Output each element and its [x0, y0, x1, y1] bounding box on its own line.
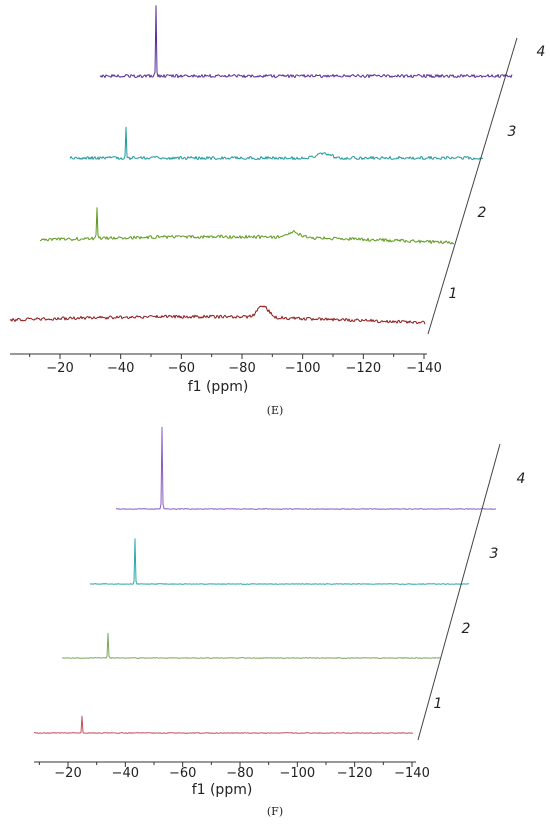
depth-label-2: 2 — [462, 621, 471, 637]
x-axis: −20 −40 −60 −80 −100 −120 −140 — [34, 761, 430, 781]
spectrum-series-3 — [69, 126, 484, 161]
depth-label-4: 4 — [517, 471, 526, 487]
x-axis-label: f1 (ppm) — [188, 379, 249, 395]
depth-axis-line — [427, 37, 518, 335]
spectrum-series-1 — [9, 305, 426, 325]
spectrum-series-2 — [39, 207, 455, 245]
chart-panel-e: 1 2 3 4 −20 −40 −60 −80 −100 −120 −140 f1 (ppm) (E) — [9, 5, 546, 417]
depth-label-4: 4 — [537, 44, 546, 60]
spectrum-series-4 — [115, 426, 497, 510]
x-tick-label: −20 — [46, 361, 73, 376]
chart-panel-f: 1 2 3 4 −20 −40 −60 −80 −100 −120 −140 f1 (ppm) (F) — [33, 426, 526, 818]
x-tick-label: −140 — [394, 766, 430, 781]
x-tick-label: −40 — [107, 361, 134, 376]
x-axis: −20 −40 −60 −80 −100 −120 −140 — [10, 353, 442, 376]
x-tick-label: −60 — [169, 766, 196, 781]
spectrum-series-3 — [89, 538, 470, 585]
x-tick-label: −60 — [168, 361, 195, 376]
depth-label-1: 1 — [449, 286, 458, 302]
x-tick-label: −80 — [226, 766, 253, 781]
plot-area — [9, 5, 513, 325]
x-tick-label: −80 — [228, 361, 255, 376]
plot-area — [33, 426, 497, 734]
x-axis-label: f1 (ppm) — [192, 782, 253, 798]
x-tick-label: −20 — [54, 766, 81, 781]
x-tick-label: −140 — [406, 361, 442, 376]
depth-label-2: 2 — [478, 205, 487, 221]
spectrum-series-4 — [99, 5, 513, 79]
x-tick-label: −120 — [337, 766, 373, 781]
x-tick-label: −40 — [112, 766, 139, 781]
x-tick-label: −100 — [279, 766, 315, 781]
spectrum-series-2 — [61, 632, 442, 659]
panel-label: (F) — [267, 805, 283, 818]
depth-label-3: 3 — [490, 546, 499, 562]
depth-label-3: 3 — [508, 124, 517, 140]
x-tick-label: −100 — [285, 361, 321, 376]
spectrum-series-1 — [33, 715, 414, 734]
panel-label: (E) — [267, 404, 284, 417]
depth-axis-line — [417, 443, 501, 741]
depth-label-1: 1 — [434, 696, 443, 712]
x-tick-label: −120 — [345, 361, 381, 376]
